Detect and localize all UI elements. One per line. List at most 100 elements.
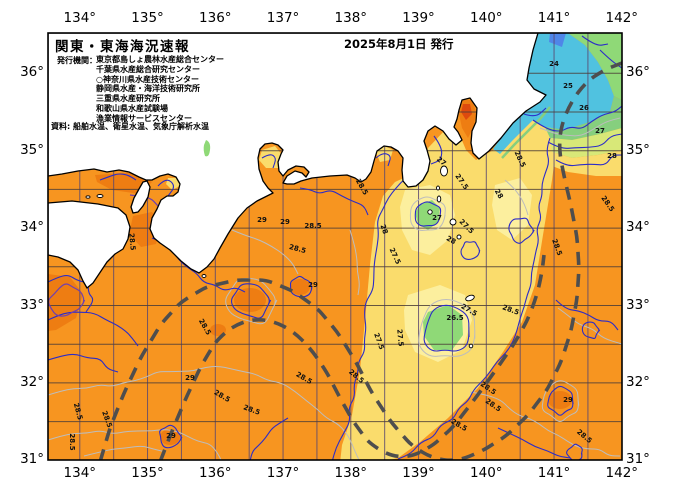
contour-value-label: 29 [166,432,176,440]
contour-value-label: 29 [280,218,290,226]
publisher-item: ○神奈川県水産技術センター [96,74,199,84]
map-border [47,32,623,461]
contour-ring-blue [230,283,272,319]
lat-label-left: 34° [20,219,44,236]
contour-ring-gray [418,298,476,357]
contour-value-label: 29 [563,396,573,404]
cool-water-region [166,98,558,460]
lat-label-left: 36° [20,64,44,81]
contour-line-blue [523,107,547,117]
contour-ring-blue [508,217,535,244]
lon-label-top: 135° [131,10,164,26]
contour-ring-gray [541,380,580,422]
publisher-list: 東京都島しょ農林水産総合センター 千葉県水産総合研究センター ○神奈川県水産技術セン… [96,55,224,124]
contour-line-blue [532,105,622,132]
lat-label-left: 31° [20,451,44,468]
lat-label-right: 36° [626,64,650,81]
contour-value-label: 26.5 [446,314,463,322]
lon-label-top: 136° [199,10,232,26]
contour-value-label: 29 [185,374,195,382]
lon-label-top: 138° [334,10,368,26]
contour-value-label: 29 [257,216,267,224]
contour-line-blue [261,154,276,169]
contour-line-blue [48,311,139,347]
lon-label-top: 134° [63,10,97,26]
contour-value-label: 27 [595,127,605,135]
publisher-item: 和歌山県水産試験場 [96,103,168,113]
publisher-item: 静岡県水産・海洋技術研究所 [96,84,200,94]
lat-label-right: 35° [626,141,650,158]
contour-value-label: 24 [549,60,559,68]
contour-line-blue [249,417,289,460]
izu-islands [85,165,475,349]
lon-label-bottom: 142° [605,465,639,481]
publisher-label: 発行機関： [57,56,97,65]
lon-label-bottom: 134° [63,465,97,481]
contour-value-label: 29 [308,281,318,289]
lon-label-bottom: 138° [334,465,368,481]
contour-value-label: 28 [607,152,617,160]
lon-label-bottom: 137° [266,465,300,481]
contour-value-label: 28 [378,223,389,235]
kuroshio-dashed-path [98,61,622,460]
contour-ring-purple [48,283,86,317]
contour-ring-blue [460,241,481,260]
lat-label-right: 31° [626,451,650,468]
tokyo-bay-warm-patch [459,100,476,138]
contour-value-label: 28.5 [127,233,136,251]
publisher-item: 三重県水産研究所 [96,94,160,104]
land-masses [48,33,547,349]
contour-value-label: 28.5 [68,433,76,450]
contour-value-label: 28 [445,234,458,246]
contour-ring-gray [409,196,446,231]
contour-ring-gray [225,277,278,325]
lon-label-top: 142° [605,10,639,26]
contour-value-label: 26 [579,104,589,112]
contour-line-blue [430,135,443,165]
contour-line-blue [331,151,426,460]
kuroshio-dashed-path [158,254,546,460]
chart-title: 関東・東海海況速報 [55,39,190,55]
contour-ring-blue [566,443,583,460]
contour-line-gray [349,229,360,296]
lat-label-left: 32° [20,373,44,390]
lon-label-bottom: 135° [131,465,164,481]
contour-ring-blue [159,424,183,449]
contour-line-gray [231,229,299,275]
contour-line-gray [48,429,222,460]
contour-ring-blue [423,304,470,352]
issue-date: 2025年8月1日 発行 [344,37,454,51]
contour-value-label: 28 [493,188,505,201]
contour-ring-blue [414,201,442,227]
lon-label-top: 140° [470,10,503,26]
lat-label-left: 33° [20,296,44,313]
lon-label-top: 141° [537,10,571,26]
data-source-note: 資料: 船舶水温、衛星水温、気象庁解析水温 [51,122,209,131]
contour-line-blue [48,353,119,373]
contour-line-blue [397,137,551,460]
contour-ring-blue [547,385,574,416]
lon-label-top: 137° [266,10,300,26]
kuroshio-axis-dashed-line [98,61,622,460]
lon-label-top: 139° [402,10,435,26]
contour-value-label: 28.5 [304,222,321,230]
contour-line-blue [157,179,174,197]
contour-line-gray [469,391,621,457]
honshu-landmass [48,33,547,274]
contour-line-gray [48,365,360,460]
lon-label-bottom: 141° [537,465,571,481]
contour-value-label: 25 [563,82,573,90]
contour-line-blue [555,299,619,331]
contour-line-blue [547,133,622,149]
publisher-item: 東京都島しょ農林水産総合センター [96,55,224,64]
lon-label-bottom: 136° [199,465,232,481]
lat-label-right: 34° [626,219,650,236]
publisher-item: 漁業情報サービスセンター [96,113,192,123]
lake-biwa [203,140,211,157]
shikoku-landmass [48,200,131,289]
contour-line-blue [581,35,609,46]
lat-label-right: 32° [626,373,650,390]
contour-line-blue [299,187,369,216]
